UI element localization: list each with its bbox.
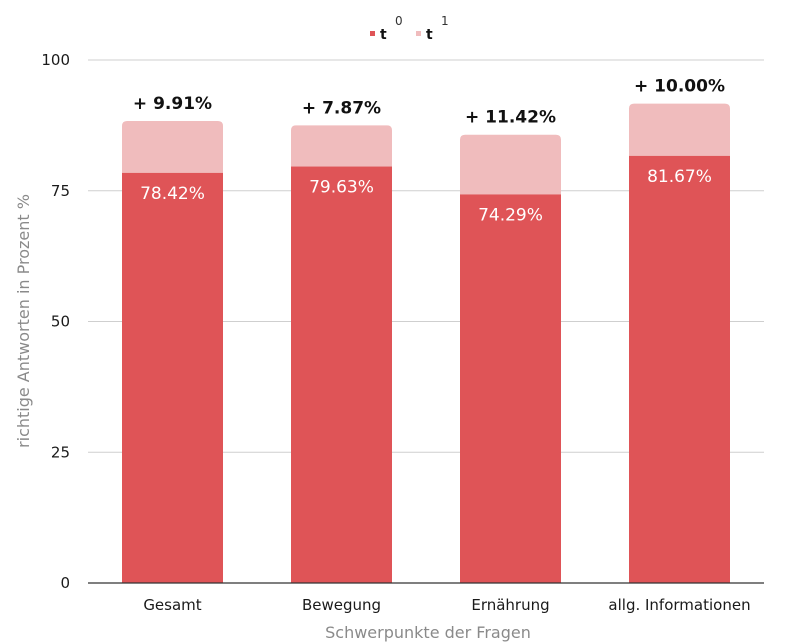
y-axis-ticks: 0 25 50 75 100 <box>41 51 70 592</box>
y-tick-label: 0 <box>60 574 70 592</box>
increase-label: + 9.91% <box>133 94 212 114</box>
bar-t0-segment <box>629 155 730 583</box>
bar-t1-segment <box>291 125 392 167</box>
bar-t1-segment <box>122 121 223 173</box>
legend-label: t <box>380 27 387 43</box>
x-category-label: Ernährung <box>471 596 549 614</box>
data-labels: 78.42% + 9.91% 79.63% + 7.87% 74.29% + 11.42%… <box>133 77 725 226</box>
bar-t0-segment <box>122 172 223 583</box>
bar-value-label: 79.63% <box>309 178 374 198</box>
increase-label: + 11.42% <box>465 108 556 128</box>
x-category-label: Gesamt <box>143 596 201 614</box>
x-category-label: Bewegung <box>302 596 381 614</box>
y-tick-label: 25 <box>51 443 70 461</box>
x-axis-categories: Gesamt Bewegung Ernährung allg. Information… <box>143 596 750 614</box>
y-axis-title: richtige Antworten in Prozent % <box>14 194 33 448</box>
legend-superscript: 0 <box>395 14 403 28</box>
bar-value-label: 81.67% <box>647 167 712 187</box>
increase-label: + 7.87% <box>302 98 381 118</box>
bar-t0-segment <box>291 166 392 583</box>
y-tick-label: 75 <box>51 182 70 200</box>
bar-value-label: 74.29% <box>478 205 543 225</box>
legend-superscript: 1 <box>441 14 449 28</box>
legend-label: t <box>426 27 433 43</box>
bar-t1-segment <box>629 103 730 156</box>
y-tick-label: 100 <box>41 51 70 69</box>
increase-label: + 10.00% <box>634 77 725 97</box>
x-axis-title: Schwerpunkte der Fragen <box>325 623 531 642</box>
bars <box>122 103 730 583</box>
x-category-label: allg. Informationen <box>608 596 750 614</box>
legend-swatch <box>416 31 421 36</box>
bar-t1-segment <box>460 134 561 195</box>
bar-value-label: 78.42% <box>140 184 205 204</box>
y-tick-label: 50 <box>51 313 70 331</box>
legend-swatch <box>370 31 375 36</box>
bar-t0-segment <box>460 194 561 583</box>
